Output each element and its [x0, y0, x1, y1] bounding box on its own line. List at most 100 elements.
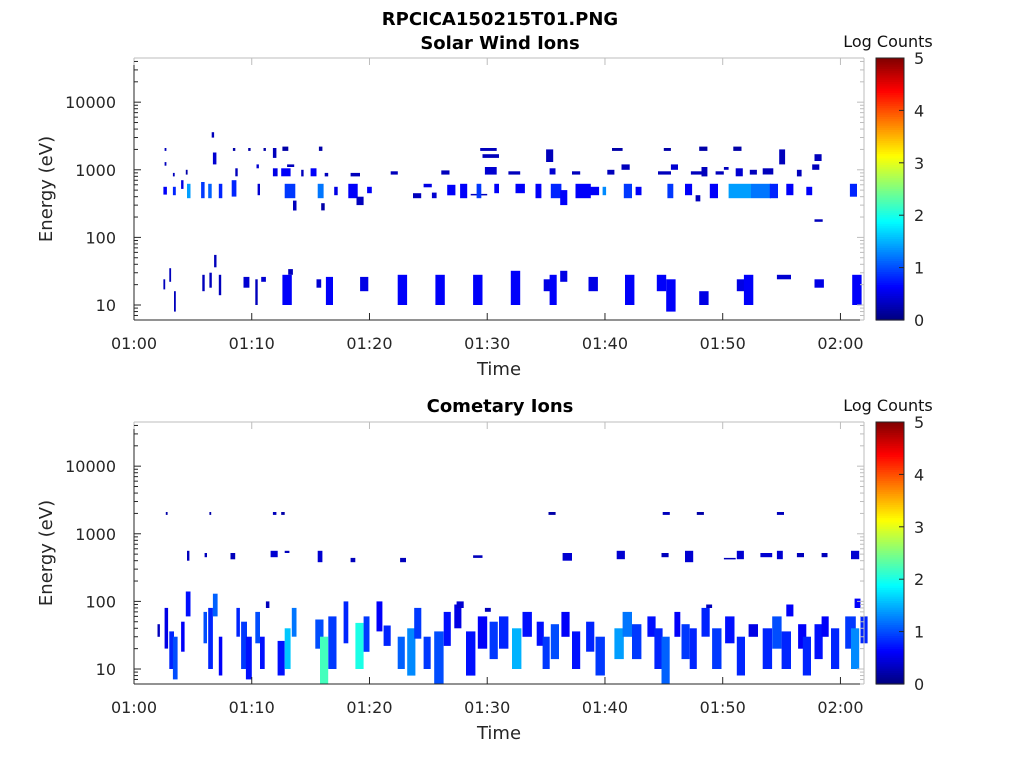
- heatmap-cell: [466, 631, 476, 676]
- heatmap-cell: [706, 604, 713, 608]
- figure-title: RPCICA150215T01.PNG: [382, 9, 618, 30]
- colorbar-band: [876, 204, 904, 208]
- heatmap-cell: [181, 621, 185, 652]
- colorbar-band: [876, 603, 904, 606]
- heatmap-cell: [635, 186, 642, 196]
- colorbar-band: [876, 116, 904, 120]
- heatmap-cell: [845, 616, 856, 649]
- colorbar-band: [876, 243, 904, 247]
- colorbar-band: [876, 666, 904, 670]
- colorbar-band: [876, 285, 904, 288]
- heatmap-cell: [343, 601, 349, 644]
- heatmap-cell: [695, 195, 701, 202]
- heatmap-cell: [781, 631, 791, 669]
- colorbar-tick-label: 3: [914, 518, 924, 537]
- colorbar-band: [876, 577, 904, 580]
- heatmap-cell: [670, 164, 678, 170]
- colorbar-band: [876, 653, 904, 657]
- colorbar-band: [876, 507, 904, 510]
- colorbar-band: [876, 446, 904, 449]
- colorbar-band: [876, 570, 904, 574]
- colorbar-band: [876, 230, 904, 234]
- heatmap-cell: [572, 631, 581, 669]
- heatmap-cell: [543, 279, 554, 292]
- colorbar-band: [876, 611, 904, 615]
- heatmap-cell: [164, 607, 169, 649]
- heatmap-cell: [441, 170, 450, 175]
- heatmap-cell: [265, 601, 270, 608]
- colorbar-band: [876, 210, 904, 214]
- colorbar-band: [876, 99, 904, 103]
- heatmap-cell: [751, 183, 771, 199]
- colorbar-band: [876, 609, 904, 613]
- heatmap-cell: [796, 169, 802, 177]
- heatmap-cell: [689, 628, 697, 669]
- colorbar-tick-label: 0: [914, 311, 924, 330]
- colorbar-band: [876, 428, 904, 432]
- heatmap-cell: [187, 550, 190, 561]
- colorbar-band: [876, 309, 904, 312]
- colorbar-band: [876, 62, 904, 66]
- colorbar-band: [876, 566, 904, 569]
- heatmap-cell: [315, 619, 324, 649]
- heatmap-cell: [356, 196, 364, 206]
- heatmap-cell: [546, 149, 554, 162]
- colorbar-band: [876, 432, 904, 436]
- heatmap-cell: [786, 604, 794, 617]
- colorbar-band: [876, 528, 904, 532]
- colorbar-band: [876, 280, 904, 284]
- heatmap-cell: [562, 553, 572, 561]
- heatmap-cell: [245, 636, 252, 680]
- heatmap-cell: [476, 183, 482, 199]
- heatmap-cell: [685, 183, 693, 196]
- heatmap-cell: [473, 274, 483, 305]
- colorbar-band: [876, 123, 904, 127]
- colorbar-band: [876, 169, 904, 173]
- y-tick-label: 10: [96, 660, 116, 679]
- heatmap-cell: [284, 183, 296, 199]
- colorbar-band: [876, 223, 904, 227]
- colorbar-band: [876, 496, 904, 500]
- heatmap-cell: [316, 279, 322, 288]
- heatmap-cell: [348, 183, 358, 199]
- heatmap-cell: [723, 557, 736, 560]
- colorbar-band: [876, 79, 904, 83]
- x-tick-label: 01:30: [464, 334, 510, 353]
- heatmap-cell: [185, 591, 191, 617]
- colorbar-band: [876, 655, 904, 659]
- heatmap-cell: [407, 628, 416, 676]
- heatmap-cell: [261, 276, 266, 282]
- heatmap-cell: [212, 152, 217, 165]
- colorbar-band: [876, 635, 904, 639]
- colorbar-band: [876, 295, 904, 299]
- heatmap-cell: [769, 183, 778, 199]
- colorbar-band: [876, 258, 904, 262]
- colorbar-band: [876, 651, 904, 655]
- heatmap-cell: [473, 555, 483, 558]
- heatmap-cell: [701, 607, 710, 637]
- colorbar-band: [876, 256, 904, 260]
- heatmap-cell: [284, 628, 291, 669]
- heatmap-cell: [560, 270, 568, 282]
- colorbar-band: [876, 206, 904, 210]
- heatmap-cell: [662, 512, 670, 515]
- colorbar-band: [876, 143, 904, 146]
- y-tick-label: 100: [85, 592, 116, 611]
- colorbar-band: [876, 480, 904, 484]
- heatmap-cell: [241, 621, 247, 669]
- heatmap-cell: [685, 550, 694, 563]
- colorbar-band: [876, 443, 904, 447]
- heatmap-cell: [728, 183, 751, 199]
- colorbar-band: [876, 291, 904, 295]
- heatmap-cell: [760, 553, 773, 558]
- solar-wind-colorbar-label: Log Counts: [843, 32, 933, 51]
- colorbar-band: [876, 228, 904, 232]
- heatmap-cell: [515, 183, 525, 194]
- heatmap-cell: [849, 183, 857, 197]
- heatmap-cell: [658, 171, 671, 175]
- heatmap-cell: [414, 607, 422, 639]
- colorbar-band: [876, 522, 904, 526]
- colorbar-band: [876, 154, 904, 157]
- colorbar-band: [876, 202, 904, 205]
- heatmap-cell: [169, 631, 174, 669]
